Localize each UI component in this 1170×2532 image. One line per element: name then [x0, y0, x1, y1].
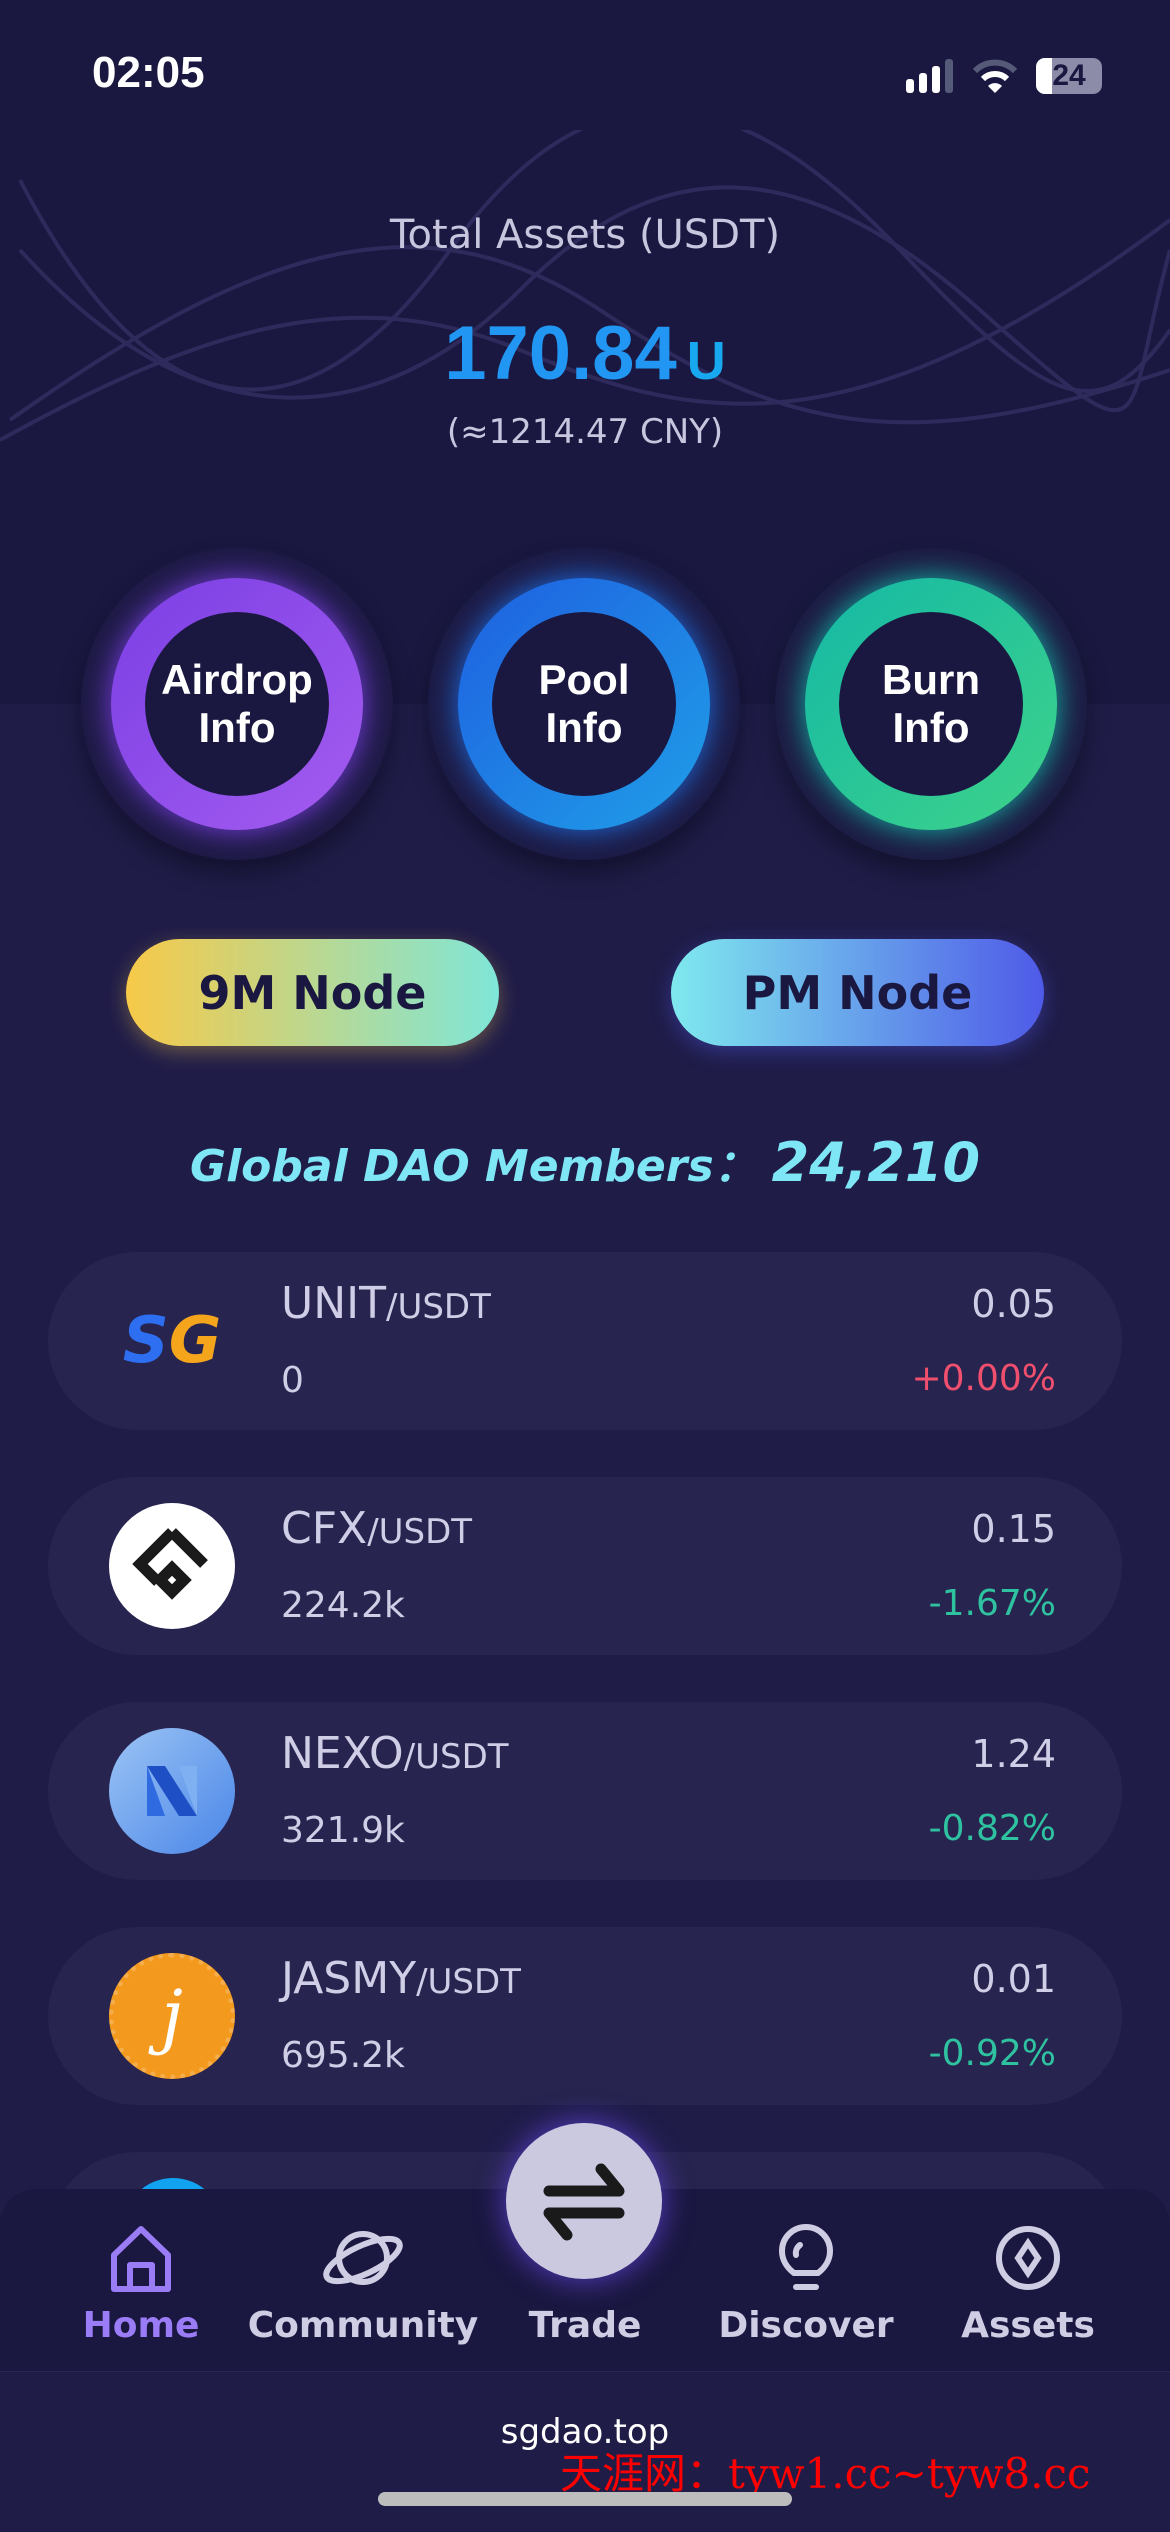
price: 0.15: [971, 1507, 1056, 1551]
burn-info-label: Burn Info: [839, 612, 1023, 796]
home-icon: [111, 2226, 171, 2292]
quote-symbol: /USDT: [385, 1287, 491, 1327]
cfx-logo: [109, 1503, 235, 1629]
base-symbol: CFX: [281, 1503, 368, 1554]
lightbulb-icon: [778, 2224, 834, 2290]
watermark: 天涯网：tyw1.cc~tyw8.cc: [560, 2449, 1091, 2498]
status-icons: 24: [906, 58, 1102, 94]
swap-arrows-icon: [543, 2163, 625, 2241]
change-percent: -1.67%: [928, 1583, 1056, 1624]
base-symbol: NEXO: [281, 1728, 404, 1779]
volume: 224.2k: [281, 1585, 405, 1626]
nav-trade[interactable]: Trade: [468, 2189, 702, 2372]
pool-info-button[interactable]: Pool Info: [458, 578, 710, 830]
quote-symbol: /USDT: [403, 1737, 509, 1777]
base-symbol: JASMY: [281, 1953, 417, 2004]
price: 0.01: [971, 1957, 1056, 2001]
site-url: sgdao.top: [500, 2412, 670, 2452]
cny-equivalent: (≈1214.47 CNY): [446, 412, 724, 452]
nav-discover-label: Discover: [718, 2305, 894, 2346]
nav-discover[interactable]: Discover: [689, 2189, 923, 2372]
status-time: 02:05: [92, 48, 205, 97]
pair-name: JASMY/USDT: [281, 1953, 521, 2004]
signal-icon: [906, 59, 953, 93]
pair-name: UNIT/USDT: [281, 1278, 491, 1329]
price: 0.05: [971, 1282, 1056, 1326]
pm-node-button[interactable]: PM Node: [671, 939, 1044, 1046]
nav-home-label: Home: [82, 2305, 200, 2346]
market-row[interactable]: CFX/USDT 224.2k 0.15 -1.67%: [48, 1477, 1122, 1655]
global-dao-members: Global DAO Members： 24,210: [0, 1130, 1170, 1194]
nexo-logo: [109, 1728, 235, 1854]
battery-icon: 24: [1036, 58, 1102, 94]
quote-symbol: /USDT: [416, 1962, 521, 2002]
base-symbol: UNIT: [281, 1278, 386, 1329]
9m-node-button[interactable]: 9M Node: [126, 939, 499, 1046]
price: 1.24: [971, 1732, 1056, 1776]
pair-name: NEXO/USDT: [281, 1728, 509, 1779]
amount-value: 170.84: [444, 311, 677, 396]
home-indicator[interactable]: [378, 2492, 792, 2506]
dao-label: Global DAO Members：: [189, 1141, 758, 1192]
battery-level: 24: [1052, 59, 1086, 92]
nav-community[interactable]: Community: [246, 2189, 480, 2372]
nav-community-label: Community: [247, 2305, 479, 2346]
wave-background: [0, 130, 1170, 442]
burn-info-button[interactable]: Burn Info: [805, 578, 1057, 830]
total-assets-amount: 170.84 U: [0, 310, 1170, 397]
nav-home[interactable]: Home: [24, 2189, 258, 2372]
pair-name: CFX/USDT: [281, 1503, 472, 1554]
airdrop-info-button[interactable]: Airdrop Info: [111, 578, 363, 830]
dao-count: 24,210: [771, 1131, 981, 1194]
jasmy-logo: j: [109, 1953, 235, 2079]
quote-symbol: /USDT: [367, 1512, 473, 1552]
volume: 695.2k: [281, 2035, 405, 2076]
nav-assets-label: Assets: [961, 2305, 1095, 2346]
nav-assets[interactable]: Assets: [911, 2189, 1145, 2372]
planet-icon: [323, 2231, 403, 2285]
nav-trade-label: Trade: [528, 2305, 642, 2346]
airdrop-info-label: Airdrop Info: [145, 612, 329, 796]
assets-icon: [996, 2226, 1060, 2290]
wifi-icon: [972, 59, 1018, 93]
total-assets-label: Total Assets (USDT): [389, 212, 781, 258]
trade-button[interactable]: [506, 2123, 662, 2279]
change-percent: -0.82%: [928, 1808, 1056, 1849]
volume: 0: [281, 1360, 304, 1401]
change-percent: -0.92%: [928, 2033, 1056, 2074]
market-row[interactable]: NEXO/USDT 321.9k 1.24 -0.82%: [48, 1702, 1122, 1880]
change-percent: +0.00%: [911, 1358, 1056, 1399]
volume: 321.9k: [281, 1810, 405, 1851]
amount-unit: U: [686, 331, 726, 391]
pool-info-label: Pool Info: [492, 612, 676, 796]
market-row[interactable]: j JASMY/USDT 695.2k 0.01 -0.92%: [48, 1927, 1122, 2105]
